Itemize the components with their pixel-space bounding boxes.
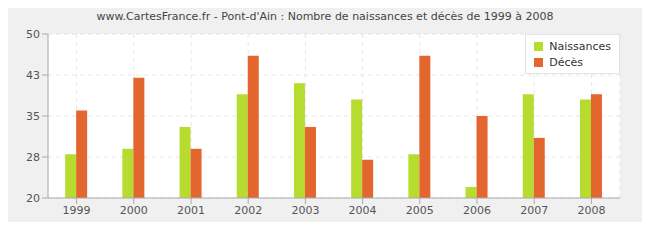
svg-text:2005: 2005: [406, 204, 434, 217]
html-text:Décès: Décès: [549, 55, 583, 69]
svg-text:2004: 2004: [349, 204, 377, 217]
svg-text:2003: 2003: [291, 204, 319, 217]
html-text:Naissances: Naissances: [549, 39, 611, 53]
svg-text:2000: 2000: [120, 204, 148, 217]
svg-text:43: 43: [26, 69, 40, 82]
html-text:www.CartesFrance.fr - Pont-d'A: www.CartesFrance.fr - Pont-d'Ain : Nombr…: [96, 10, 554, 23]
svg-text:50: 50: [26, 28, 40, 41]
svg-text:2001: 2001: [177, 204, 205, 217]
svg-text:1999: 1999: [63, 204, 91, 217]
svg-text:2008: 2008: [577, 204, 605, 217]
svg-text:2002: 2002: [234, 204, 262, 217]
svg-text:35: 35: [26, 110, 40, 123]
svg-text:2007: 2007: [520, 204, 548, 217]
svg-text:28: 28: [26, 151, 40, 164]
svg-text:2006: 2006: [463, 204, 491, 217]
svg-text:20: 20: [26, 192, 40, 205]
